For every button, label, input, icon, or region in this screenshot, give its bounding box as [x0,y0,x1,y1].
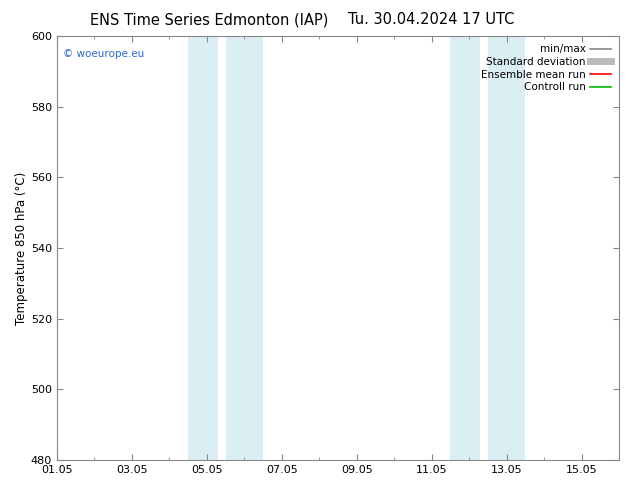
Legend: min/max, Standard deviation, Ensemble mean run, Controll run: min/max, Standard deviation, Ensemble me… [478,41,614,96]
Bar [488,36,526,460]
Bar [188,36,218,460]
Text: © woeurope.eu: © woeurope.eu [63,49,144,59]
Bar [226,36,263,460]
Bar [450,36,481,460]
Text: Tu. 30.04.2024 17 UTC: Tu. 30.04.2024 17 UTC [348,12,514,27]
Y-axis label: Temperature 850 hPa (°C): Temperature 850 hPa (°C) [15,172,28,325]
Text: ENS Time Series Edmonton (IAP): ENS Time Series Edmonton (IAP) [90,12,328,27]
